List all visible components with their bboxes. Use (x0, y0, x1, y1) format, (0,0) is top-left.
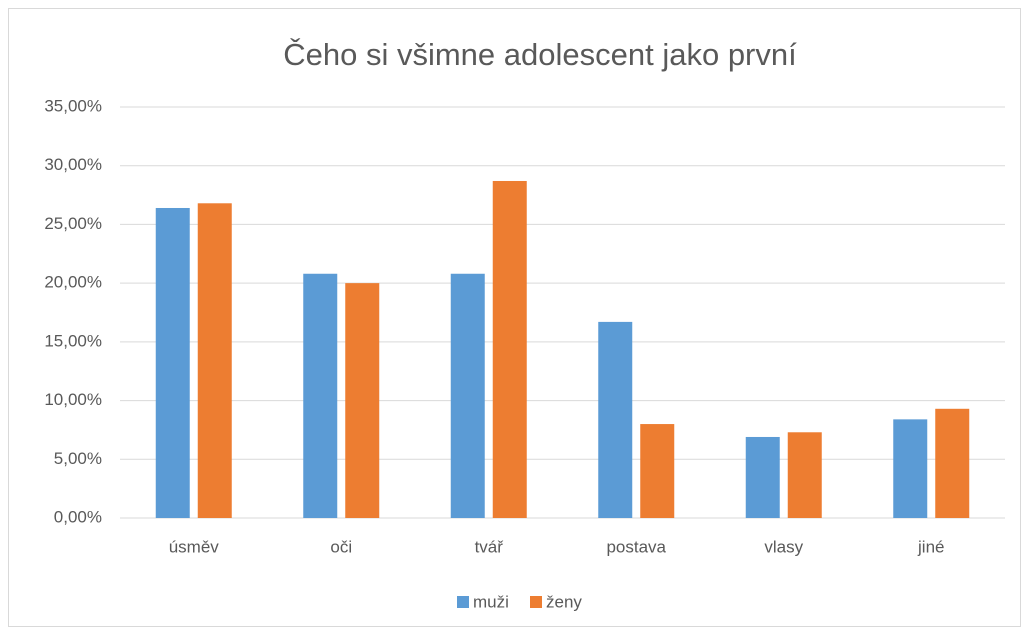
bar (345, 283, 380, 518)
x-tick-label: vlasy (764, 537, 803, 556)
y-tick-label: 20,00% (44, 273, 102, 292)
y-tick-label: 10,00% (44, 390, 102, 409)
bar (598, 321, 633, 518)
bar (450, 273, 485, 518)
bar (787, 432, 822, 518)
bar (640, 424, 675, 518)
y-tick-label: 5,00% (54, 449, 102, 468)
legend-swatch (530, 596, 542, 608)
bar (745, 436, 780, 518)
bar (197, 203, 232, 518)
bar (935, 408, 970, 518)
y-tick-label: 15,00% (44, 331, 102, 350)
y-tick-label: 0,00% (54, 507, 102, 526)
x-tick-label: tvář (475, 537, 504, 556)
x-tick-label: oči (330, 537, 352, 556)
bar (303, 273, 338, 518)
y-tick-label: 25,00% (44, 214, 102, 233)
legend-label: muži (473, 592, 509, 611)
x-tick-label: úsměv (169, 537, 220, 556)
bar (492, 180, 527, 519)
bar (155, 207, 190, 518)
y-tick-label: 35,00% (44, 96, 102, 115)
chart-title: Čeho si všimne adolescent jako první (283, 37, 797, 72)
bar (893, 419, 928, 518)
legend-label: ženy (546, 592, 582, 611)
x-tick-label: jiné (917, 537, 944, 556)
legend-swatch (457, 596, 469, 608)
y-tick-label: 30,00% (44, 155, 102, 174)
x-tick-label: postava (606, 537, 666, 556)
